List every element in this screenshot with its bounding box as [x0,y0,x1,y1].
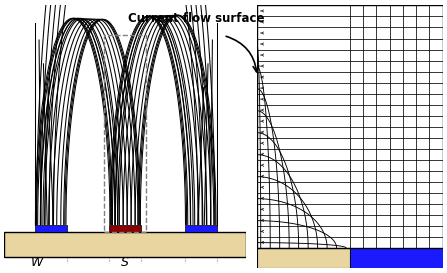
Bar [350,248,443,268]
Bar [105,35,146,232]
Bar [257,248,350,268]
Bar [185,225,217,232]
Text: Current flow surface: Current flow surface [128,12,265,25]
Text: S: S [121,256,129,269]
Bar [35,225,67,232]
Bar [110,225,141,232]
Text: W: W [30,256,43,269]
Bar [4,232,246,257]
